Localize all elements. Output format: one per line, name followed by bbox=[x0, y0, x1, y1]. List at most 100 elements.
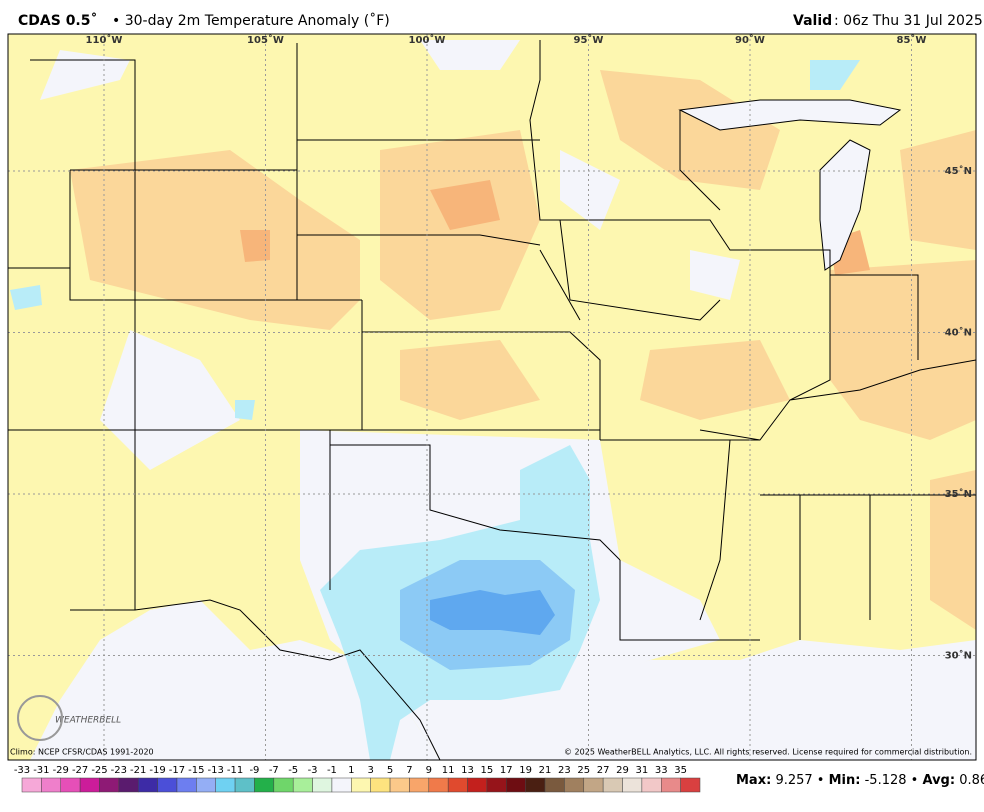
sep: • bbox=[911, 773, 919, 788]
color-box bbox=[234, 777, 255, 793]
colorbar-label: 29 bbox=[616, 765, 629, 776]
valid-label: Valid bbox=[793, 13, 832, 29]
colorbar-label: -13 bbox=[208, 765, 224, 776]
colorbar-label: 35 bbox=[674, 765, 687, 776]
color-box bbox=[331, 777, 352, 793]
color-box bbox=[99, 777, 120, 793]
colorbar: -33 -31 -29 -27 -25 -23 -21 -19 -17 -15 -13 -11 -9 -7… bbox=[14, 765, 701, 793]
colorbar-label: 23 bbox=[558, 765, 571, 776]
color-box bbox=[215, 777, 236, 793]
cold-inner bbox=[430, 590, 555, 635]
color-box bbox=[254, 777, 275, 793]
colorbar-label: 15 bbox=[481, 765, 494, 776]
color-box bbox=[196, 777, 216, 793]
color-box bbox=[273, 777, 294, 793]
color-box bbox=[409, 777, 430, 793]
color-box bbox=[21, 777, 42, 793]
colorbar-label: 9 bbox=[426, 765, 432, 776]
colorbar-label: 27 bbox=[597, 765, 610, 776]
avg-label: Avg: bbox=[922, 773, 955, 788]
colorbar-label: -29 bbox=[53, 765, 69, 776]
color-box bbox=[641, 777, 662, 793]
colorbar-label: -17 bbox=[169, 765, 185, 776]
colorbar-label: 5 bbox=[387, 765, 393, 776]
logo: WEATHERBELL bbox=[55, 716, 121, 726]
colorbar-label: -19 bbox=[149, 765, 165, 776]
colorbar-label: -23 bbox=[111, 765, 127, 776]
colorbar-label: 1 bbox=[348, 765, 354, 776]
min: -5.128 bbox=[865, 773, 907, 788]
color-box bbox=[118, 777, 139, 793]
colorbar-label: -7 bbox=[269, 765, 279, 776]
colorbar-label: -27 bbox=[72, 765, 88, 776]
graticule bbox=[8, 34, 976, 760]
color-box bbox=[428, 777, 449, 793]
lon-label: 110˚W bbox=[86, 34, 123, 46]
color-box bbox=[583, 777, 604, 793]
color-box bbox=[661, 777, 681, 793]
max-label: Max: bbox=[736, 773, 771, 788]
colorbar-label: 13 bbox=[461, 765, 474, 776]
color-box bbox=[176, 777, 197, 793]
lat-label: 30˚N bbox=[945, 650, 972, 662]
lon-label: 105˚W bbox=[247, 34, 284, 46]
color-box bbox=[622, 777, 643, 793]
lon-label: 95˚W bbox=[574, 34, 604, 46]
colorbar-label: 31 bbox=[636, 765, 649, 776]
color-box bbox=[506, 777, 526, 793]
model: CDAS 0.5˚ bbox=[18, 12, 98, 29]
lakes bbox=[678, 99, 902, 271]
map-frame bbox=[7, 33, 977, 761]
color-box bbox=[157, 777, 178, 793]
colorbar-label: -25 bbox=[91, 765, 107, 776]
color-box bbox=[564, 777, 585, 793]
colorbar-label: -3 bbox=[308, 765, 318, 776]
colorbar-label: -1 bbox=[327, 765, 337, 776]
color-box bbox=[292, 777, 313, 793]
colorbar-label: 25 bbox=[577, 765, 590, 776]
color-box bbox=[60, 777, 81, 793]
lat-label: 40˚N bbox=[945, 327, 972, 339]
climo: Climo: NCEP CFSR/CDAS 1991-2020 bbox=[10, 748, 154, 757]
sep: • bbox=[817, 773, 825, 788]
color-box bbox=[351, 777, 371, 793]
colorbar-label: 19 bbox=[519, 765, 532, 776]
colorbar-label: 17 bbox=[500, 765, 513, 776]
color-box bbox=[389, 777, 410, 793]
max: 9.257 bbox=[775, 773, 812, 788]
stats: Max: 9.257 • Min: -5.128 • Avg: 0.867 bbox=[736, 773, 984, 788]
logo-ring bbox=[17, 695, 63, 741]
avg: 0.867 bbox=[959, 773, 984, 788]
lat-label: 45˚N bbox=[945, 165, 972, 177]
color-box bbox=[602, 777, 623, 793]
lon-label: 85˚W bbox=[897, 34, 927, 46]
color-box bbox=[486, 777, 507, 793]
map: WEATHERBELL bbox=[8, 34, 976, 760]
copyright: © 2025 WeatherBELL Analytics, LLC. All r… bbox=[564, 748, 972, 757]
valid-time: : 06z Thu 31 Jul 2025 bbox=[834, 13, 983, 29]
colorbar-label: -5 bbox=[288, 765, 298, 776]
colorbar-label: -21 bbox=[130, 765, 146, 776]
color-box bbox=[525, 777, 546, 793]
colorbar-label: 7 bbox=[406, 765, 412, 776]
color-box bbox=[447, 777, 468, 793]
color-box bbox=[544, 777, 565, 793]
color-box bbox=[79, 777, 100, 793]
color-box bbox=[137, 777, 158, 793]
lon-label: 90˚W bbox=[735, 34, 765, 46]
colorbar-label: 33 bbox=[655, 765, 668, 776]
state-borders bbox=[8, 40, 976, 760]
colorbar-label: -33 bbox=[14, 765, 30, 776]
colorbar-label: -15 bbox=[188, 765, 204, 776]
title: • 30-day 2m Temperature Anomaly (˚F) bbox=[112, 12, 390, 29]
color-box bbox=[467, 777, 488, 793]
colorbar-label: 3 bbox=[367, 765, 373, 776]
colorbar-label: -11 bbox=[227, 765, 243, 776]
lat-label: 35˚N bbox=[945, 488, 972, 500]
min-label: Min: bbox=[829, 773, 861, 788]
colorbar-label: 11 bbox=[442, 765, 455, 776]
color-box bbox=[41, 777, 61, 793]
color-box bbox=[680, 777, 701, 793]
color-box bbox=[370, 777, 391, 793]
